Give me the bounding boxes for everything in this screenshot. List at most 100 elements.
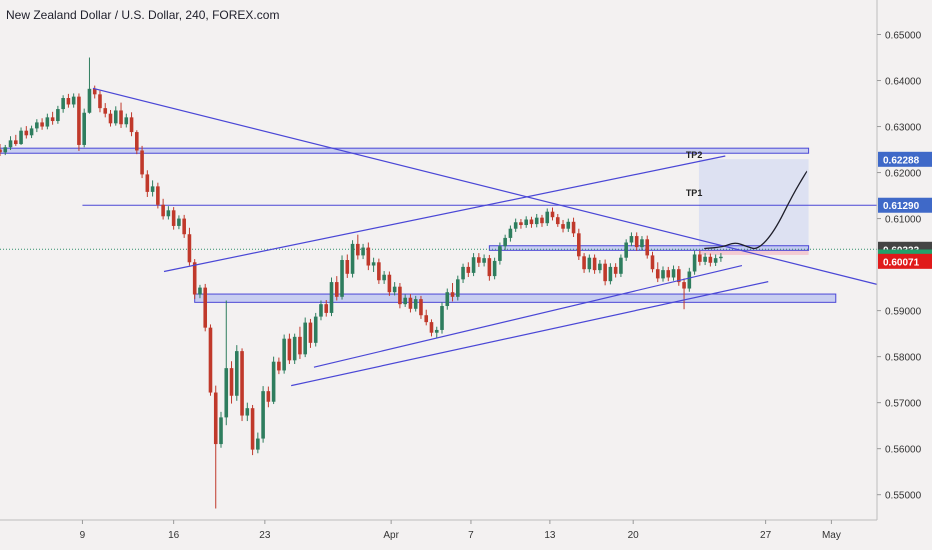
candle-body [3,147,8,153]
candle-body [256,438,260,450]
candle-body [192,262,197,295]
candle-body [561,224,565,229]
candle-body [350,243,355,274]
candle-body [566,221,571,229]
candle-body [245,408,250,416]
candle-body [571,221,576,234]
x-tick-label: Apr [383,530,399,541]
candle-body [361,247,365,256]
candle-body [234,351,239,396]
y-tick-label: 0.63000 [885,123,922,134]
candle-body [166,210,171,217]
y-tick-label: 0.62000 [885,169,922,180]
candle-body [592,257,597,271]
candle-body [287,338,292,361]
price-label: 0.60071 [883,257,920,268]
y-tick-label: 0.55000 [885,491,922,502]
candle-body [203,287,208,328]
candle-body [503,237,507,247]
candle-body [545,211,550,224]
candle-body [135,132,139,151]
candle-body [240,351,244,416]
candle-body [103,108,108,114]
candle-body [40,122,44,127]
trendline-upper-channel [163,155,726,273]
candle-body [345,260,350,274]
candle-body [540,217,544,224]
candle-body [35,122,39,129]
candle-body [224,368,229,418]
x-tick-label: May [822,530,841,541]
candle-body [577,233,581,257]
candle-body [45,117,50,127]
candle-body [598,263,602,271]
candle-body [277,361,281,371]
candle-body [466,266,471,273]
price-label: 0.61290 [883,201,920,212]
y-tick-label: 0.64000 [885,77,922,88]
candle-body [303,322,307,355]
candle-body [392,286,397,293]
candle-body [8,140,13,148]
chart-title: New Zealand Dollar / U.S. Dollar, 240, F… [6,8,280,22]
candle-body [408,297,413,309]
candle-body [19,130,23,145]
y-tick-label: 0.58000 [885,353,922,364]
candle-body [145,174,150,192]
candle-body [119,110,123,125]
candle-body [198,287,202,295]
candle-body [108,113,113,124]
candle-body [161,204,165,217]
candle-body [450,292,455,297]
candle-body [498,246,502,261]
x-tick-label: 27 [760,530,772,541]
candle-body [298,336,302,355]
candle-body [140,150,144,175]
candle-body [219,417,223,445]
candle-body [366,247,371,266]
candle-body [61,98,65,110]
candle-body [66,98,71,105]
candle-body [92,88,97,95]
candle-body [382,274,386,281]
candle-body [492,260,497,277]
candle-body [261,391,265,439]
candle-body [340,260,344,297]
zone-lower-support [194,293,837,303]
x-tick-label: 20 [628,530,640,541]
candle-body [603,263,607,282]
trendline-descending-trendline [92,87,878,285]
target-zone [698,159,809,250]
candle-body [713,258,718,263]
candle-body [334,282,339,297]
y-tick-label: 0.59000 [885,307,922,318]
candle-body [645,239,650,256]
projection-path [704,170,808,250]
candle-body [56,109,60,122]
zone-upper-resistance [0,147,810,154]
x-tick-label: 23 [259,530,271,541]
candle-body [50,117,55,122]
candle-body [229,368,234,396]
trendline-lower-channel-1 [313,264,743,368]
candle-body [608,266,613,282]
candle-body [329,282,334,313]
candle-body [413,299,418,309]
candle-body [550,211,555,218]
candle-body [250,408,255,450]
x-tick-label: 16 [168,530,180,541]
candle-body [629,236,634,243]
candle-body [13,140,18,145]
candle-body [698,254,702,262]
candle-body [124,117,129,125]
candle-body [187,234,192,263]
y-tick-label: 0.61000 [885,215,922,226]
candle-body [587,257,592,270]
candle-body [266,391,271,402]
candle-body [371,262,376,266]
candle-body [440,306,444,330]
price-label-bg [878,253,932,269]
candle-body [529,219,534,225]
candle-body [671,269,676,278]
